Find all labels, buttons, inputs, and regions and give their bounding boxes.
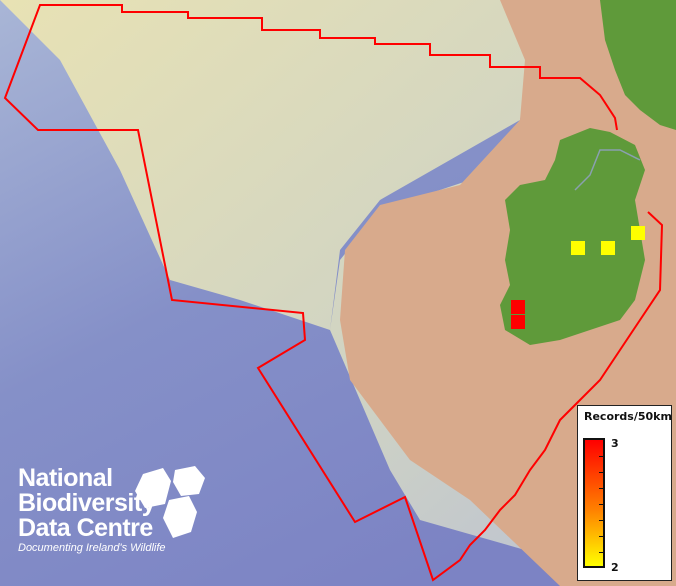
record-square-yellow-1[interactable] <box>571 241 585 255</box>
nbdc-logo: National Biodiversity Data Centre Docume… <box>18 464 205 554</box>
map-legend: Records/50km 3 2 <box>577 405 672 581</box>
britain-land <box>600 0 676 130</box>
color-ramp <box>583 438 605 568</box>
legend-max-label: 3 <box>611 437 619 450</box>
logo-tagline: Documenting Ireland's Wildlife <box>18 542 166 554</box>
ireland-land <box>500 128 645 345</box>
record-square-yellow-2[interactable] <box>601 241 615 255</box>
logo-line-2: Biodiversity <box>18 489 156 517</box>
legend-min-label: 2 <box>611 561 619 574</box>
logo-line-3: Data Centre <box>18 514 153 542</box>
logo-line-1: National <box>18 464 113 492</box>
northern-ireland-border <box>574 149 641 191</box>
record-square-yellow-3[interactable] <box>631 226 645 240</box>
eez-boundary <box>3 4 664 582</box>
logo-hexagon-icon <box>135 466 205 538</box>
record-square-red-2[interactable] <box>511 315 525 329</box>
legend-title: Records/50km <box>584 410 672 423</box>
record-square-red-1[interactable] <box>511 300 525 314</box>
